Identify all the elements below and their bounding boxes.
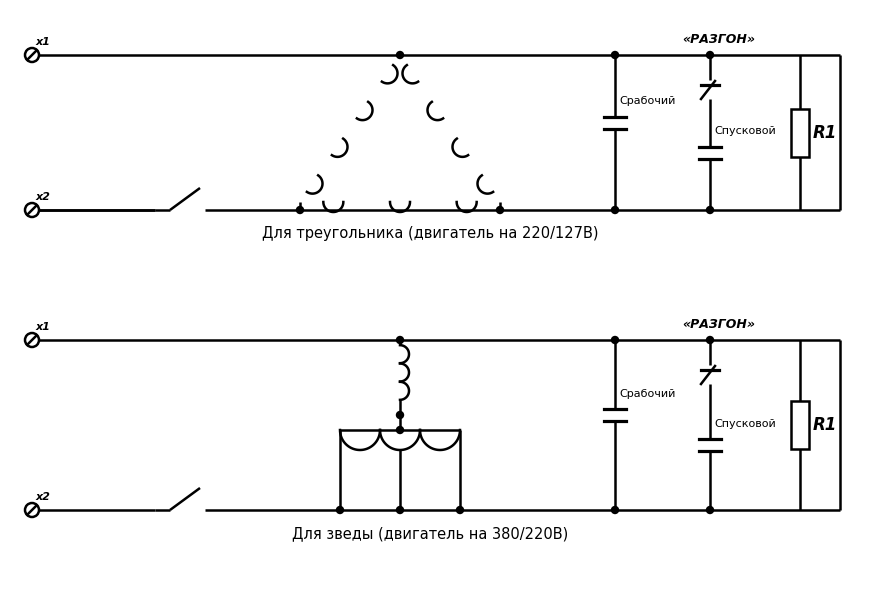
Circle shape <box>611 337 618 344</box>
Circle shape <box>496 206 503 214</box>
Text: х1: х1 <box>35 322 50 332</box>
Text: Спусковой: Спусковой <box>713 126 775 137</box>
Circle shape <box>611 506 618 514</box>
Circle shape <box>706 52 713 58</box>
Circle shape <box>296 206 303 214</box>
Text: х1: х1 <box>35 37 50 47</box>
Circle shape <box>396 337 403 344</box>
Circle shape <box>25 203 39 217</box>
Text: R1: R1 <box>812 123 837 141</box>
Text: х2: х2 <box>35 492 50 502</box>
Circle shape <box>611 206 618 214</box>
Text: Спусковой: Спусковой <box>713 419 775 429</box>
Text: «РАЗГОН»: «РАЗГОН» <box>681 33 754 46</box>
Circle shape <box>706 206 713 214</box>
Text: Для зведы (двигатель на 380/220В): Для зведы (двигатель на 380/220В) <box>291 526 567 541</box>
Circle shape <box>396 412 403 418</box>
Circle shape <box>396 52 403 58</box>
Text: Срабочий: Срабочий <box>618 96 674 107</box>
Circle shape <box>611 52 618 58</box>
Circle shape <box>25 333 39 347</box>
Text: х2: х2 <box>35 192 50 202</box>
Circle shape <box>396 426 403 433</box>
Text: Срабочий: Срабочий <box>618 389 674 399</box>
Circle shape <box>706 506 713 514</box>
Circle shape <box>396 506 403 514</box>
Circle shape <box>706 337 713 344</box>
Circle shape <box>25 48 39 62</box>
Bar <box>790 401 808 449</box>
Text: «РАЗГОН»: «РАЗГОН» <box>681 318 754 331</box>
Bar <box>790 108 808 157</box>
Circle shape <box>336 506 343 514</box>
Circle shape <box>25 503 39 517</box>
Circle shape <box>456 506 463 514</box>
Text: Для треугольника (двигатель на 220/127В): Для треугольника (двигатель на 220/127В) <box>262 226 598 241</box>
Text: R1: R1 <box>812 416 837 434</box>
